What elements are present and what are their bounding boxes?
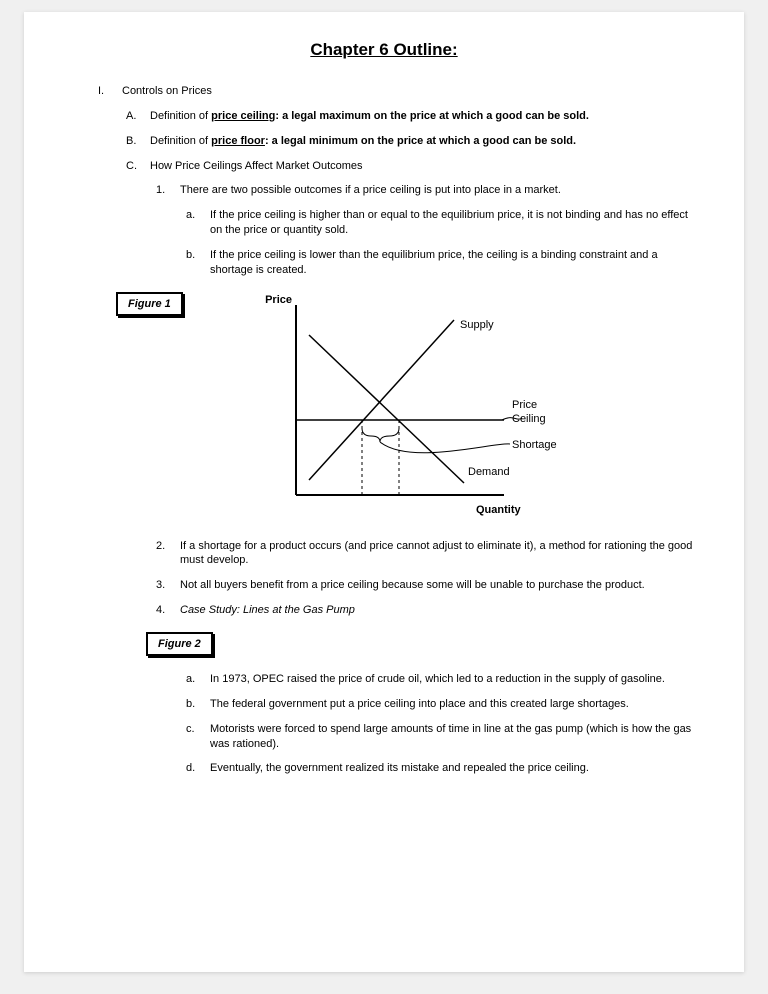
def-prefix: Definition of: [150, 110, 211, 122]
outline-item: I. Controls on Prices: [98, 84, 694, 99]
text: The federal government put a price ceili…: [210, 697, 694, 712]
text: There are two possible outcomes if a pri…: [180, 183, 694, 198]
marker: a.: [186, 672, 210, 687]
supply-demand-svg: Price Quantity Supply Demand Price Ceiling Sho…: [254, 290, 574, 525]
outline-item: 1. There are two possible outcomes if a …: [156, 183, 694, 198]
svg-text:Demand: Demand: [468, 466, 510, 478]
svg-text:Price: Price: [265, 294, 292, 306]
text: Case Study: Lines at the Gas Pump: [180, 603, 694, 618]
marker: c.: [186, 722, 210, 752]
price-ceiling-chart: Price Quantity Supply Demand Price Ceiling Sho…: [254, 290, 574, 525]
text: Definition of price floor: a legal minim…: [150, 134, 694, 149]
svg-text:Supply: Supply: [460, 319, 494, 331]
outline-item: 4. Case Study: Lines at the Gas Pump: [156, 603, 694, 618]
outline-item: C. How Price Ceilings Affect Market Outc…: [126, 159, 694, 174]
figure-label-box: Figure 1: [116, 292, 183, 316]
outline-item: b. If the price ceiling is lower than th…: [186, 248, 694, 278]
outline-item: B. Definition of price floor: a legal mi…: [126, 134, 694, 149]
text: Not all buyers benefit from a price ceil…: [180, 578, 694, 593]
page-title: Chapter 6 Outline:: [74, 40, 694, 60]
text: How Price Ceilings Affect Market Outcome…: [150, 159, 694, 174]
marker: 3.: [156, 578, 180, 593]
text: Controls on Prices: [122, 84, 694, 99]
def-term: price floor: [211, 135, 265, 147]
outline-item: a. In 1973, OPEC raised the price of cru…: [186, 672, 694, 687]
def-prefix: Definition of: [150, 135, 211, 147]
document-page: Chapter 6 Outline: I. Controls on Prices…: [24, 12, 744, 972]
marker: 2.: [156, 539, 180, 569]
marker: a.: [186, 208, 210, 238]
marker: A.: [126, 109, 150, 124]
text: In 1973, OPEC raised the price of crude …: [210, 672, 694, 687]
marker: b.: [186, 248, 210, 278]
svg-text:Shortage: Shortage: [512, 439, 557, 451]
outline-item: c. Motorists were forced to spend large …: [186, 722, 694, 752]
text: If a shortage for a product occurs (and …: [180, 539, 694, 569]
marker: 4.: [156, 603, 180, 618]
outline-item: 3. Not all buyers benefit from a price c…: [156, 578, 694, 593]
marker: I.: [98, 84, 122, 99]
marker: d.: [186, 761, 210, 776]
marker: C.: [126, 159, 150, 174]
outline-item: A. Definition of price ceiling: a legal …: [126, 109, 694, 124]
marker: B.: [126, 134, 150, 149]
marker: 1.: [156, 183, 180, 198]
figure-label-box: Figure 2: [146, 632, 213, 656]
svg-text:Price: Price: [512, 399, 537, 411]
outline-item: b. The federal government put a price ce…: [186, 697, 694, 712]
outline-item: d. Eventually, the government realized i…: [186, 761, 694, 776]
outline-item: a. If the price ceiling is higher than o…: [186, 208, 694, 238]
def-term: price ceiling: [211, 110, 275, 122]
svg-text:Ceiling: Ceiling: [512, 413, 546, 425]
marker: b.: [186, 697, 210, 712]
text: If the price ceiling is higher than or e…: [210, 208, 694, 238]
def-rest: : a legal minimum on the price at which …: [265, 135, 576, 147]
text: Motorists were forced to spend large amo…: [210, 722, 694, 752]
def-rest: : a legal maximum on the price at which …: [275, 110, 589, 122]
svg-text:Quantity: Quantity: [476, 504, 521, 516]
text: Eventually, the government realized its …: [210, 761, 694, 776]
outline-item: 2. If a shortage for a product occurs (a…: [156, 539, 694, 569]
text: Definition of price ceiling: a legal max…: [150, 109, 694, 124]
text: If the price ceiling is lower than the e…: [210, 248, 694, 278]
